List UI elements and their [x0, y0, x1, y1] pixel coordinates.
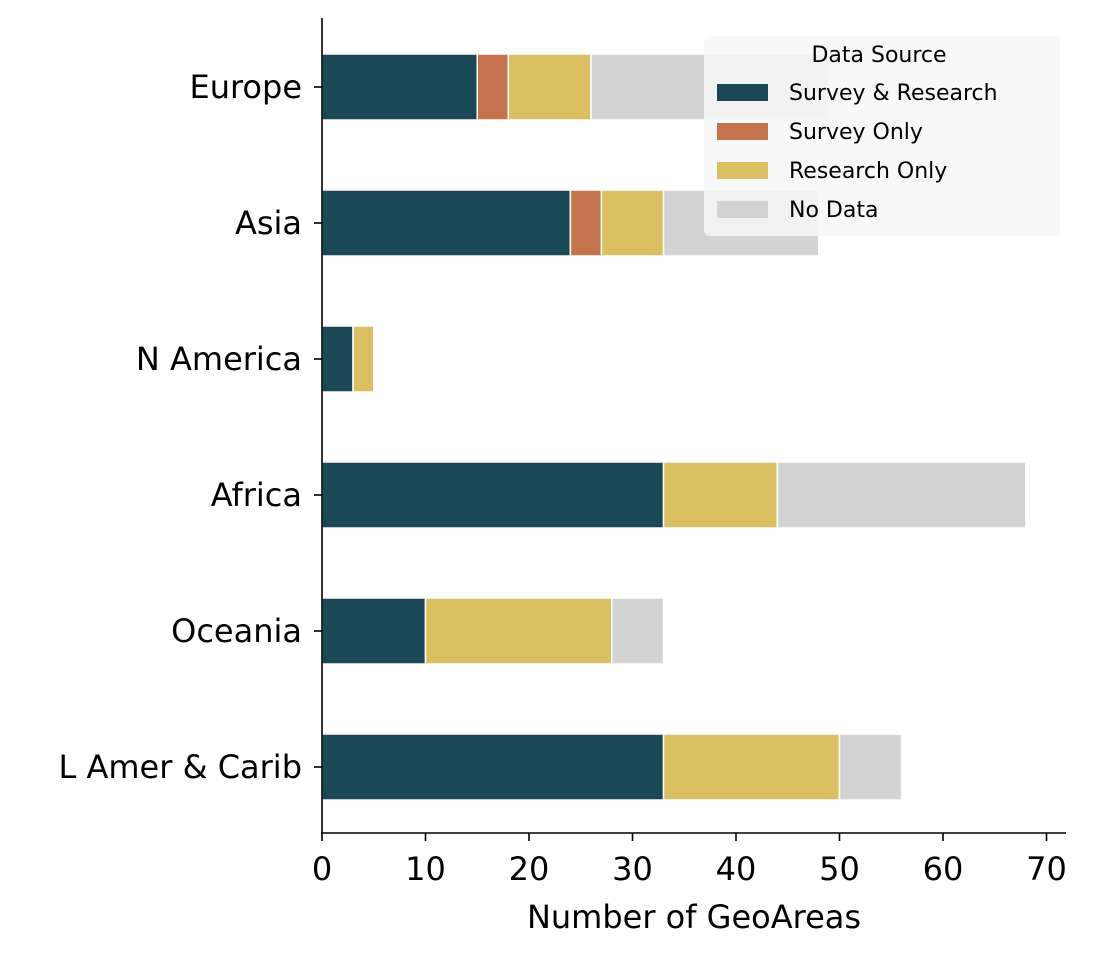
bar-n-america-survey-and-research	[321, 325, 354, 393]
bar-africa-research-only	[662, 461, 779, 529]
bar-l-amer-and-carib-survey-and-research	[321, 733, 665, 801]
legend-label-survey-only: Survey Only	[789, 120, 923, 145]
legend-title: Data Source	[811, 43, 946, 68]
legend: Data Source Survey & Research Survey Only…	[704, 36, 1060, 236]
legend-label-research-only: Research Only	[789, 159, 947, 184]
x-tick-label-30: 30	[612, 850, 653, 888]
bar-l-amer-and-carib-no-data	[838, 733, 903, 801]
x-tick-label-10: 10	[405, 850, 446, 888]
axes-layer	[321, 18, 1066, 834]
bar-oceania-no-data	[611, 597, 665, 665]
x-tick-label-60: 60	[923, 850, 964, 888]
legend-swatch-survey-and-research	[717, 84, 768, 101]
legend-label-survey-and-research: Survey & Research	[789, 81, 998, 106]
y-tick-label-n-america: N America	[136, 340, 302, 378]
y-tick-label-l-amer-and-carib: L Amer & Carib	[58, 748, 302, 786]
bars-layer	[321, 53, 1027, 801]
legend-items: Survey & Research Survey Only Research Onl…	[717, 81, 998, 223]
legend-frame	[704, 36, 1060, 236]
x-tick-label-50: 50	[819, 850, 860, 888]
bar-africa-no-data	[776, 461, 1027, 529]
y-tick-label-africa: Africa	[211, 476, 302, 514]
x-axis-title: Number of GeoAreas	[527, 898, 861, 936]
x-tick-label-70: 70	[1026, 850, 1067, 888]
legend-label-no-data: No Data	[789, 198, 878, 223]
bar-africa-survey-and-research	[321, 461, 665, 529]
y-ticks-layer: Europe Asia N America Africa Oceania L Amer &…	[58, 68, 322, 786]
bar-europe-survey-only	[476, 53, 510, 121]
legend-swatch-research-only	[717, 162, 768, 179]
x-tick-label-20: 20	[509, 850, 550, 888]
bar-europe-survey-and-research	[321, 53, 478, 121]
y-tick-label-oceania: Oceania	[171, 612, 302, 650]
bar-asia-survey-and-research	[321, 189, 572, 257]
bar-oceania-research-only	[424, 597, 613, 665]
bar-oceania-survey-and-research	[321, 597, 427, 665]
y-tick-label-asia: Asia	[235, 204, 302, 242]
legend-swatch-survey-only	[717, 123, 768, 140]
bar-n-america-research-only	[352, 325, 375, 393]
x-ticks-layer: 0 10 20 30 40 50 60 70	[312, 833, 1067, 888]
bar-europe-research-only	[507, 53, 592, 121]
legend-swatch-no-data	[717, 201, 768, 218]
bar-asia-survey-only	[569, 189, 603, 257]
bar-l-amer-and-carib-research-only	[662, 733, 841, 801]
bar-asia-research-only	[600, 189, 665, 257]
y-tick-label-europe: Europe	[189, 68, 302, 106]
x-tick-label-40: 40	[716, 850, 757, 888]
x-tick-label-0: 0	[312, 850, 332, 888]
